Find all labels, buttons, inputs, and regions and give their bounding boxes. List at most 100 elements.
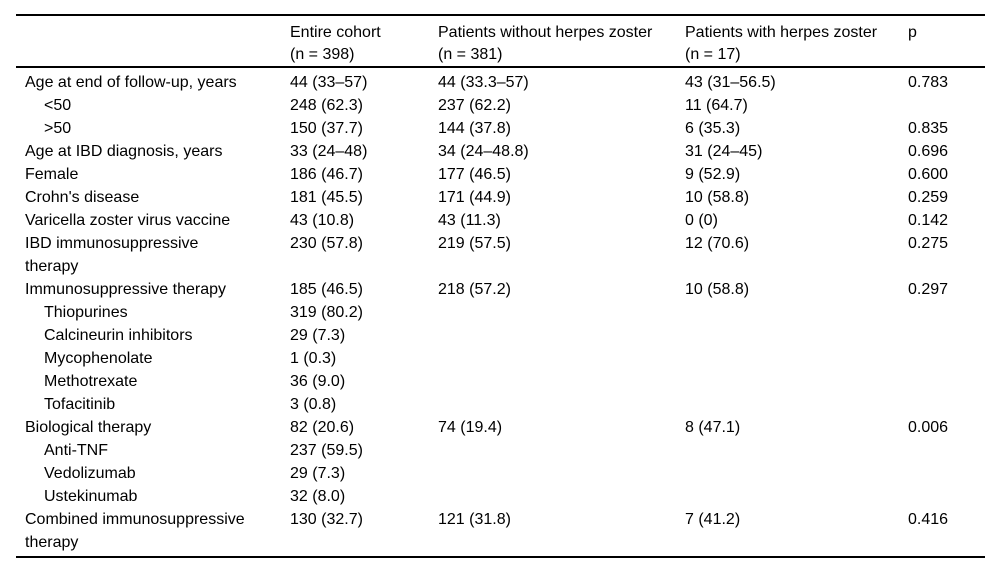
cell-value: 144 (37.8) — [438, 120, 511, 137]
header-p-value: p — [908, 15, 985, 68]
row-label: <50 — [44, 97, 72, 114]
cell-value: 10 (58.8) — [685, 281, 750, 298]
cell-value: 237 (62.2) — [438, 97, 511, 114]
cell-value: 0.696 — [908, 143, 949, 160]
table-row: Female 186 (46.7) 177 (46.5) 9 (52.9) 0.600 — [16, 163, 985, 186]
table-row: Vedolizumab 29 (7.3) — [16, 462, 985, 485]
cell-value: 8 (47.1) — [685, 419, 741, 436]
cell-value: 0.783 — [908, 74, 949, 91]
cell-value: 248 (62.3) — [290, 97, 363, 114]
cell-value — [685, 462, 908, 485]
cell-value — [908, 393, 985, 416]
cell-value: 3 (0.8) — [290, 396, 337, 413]
row-label: Varicella zoster virus vaccine — [25, 212, 231, 229]
cell-value: 34 (24–48.8) — [438, 143, 529, 160]
cell-value — [438, 485, 685, 508]
cell-value: 237 (59.5) — [290, 442, 363, 459]
row-label: >50 — [44, 120, 72, 137]
cell-value: 1 (0.3) — [290, 350, 337, 367]
cell-value: 0.835 — [908, 120, 949, 137]
cell-value: 185 (46.5) — [290, 281, 363, 298]
header-with-herpes-zoster: Patients with herpes zoster (n = 17) — [685, 15, 908, 68]
cell-value: 230 (57.8) — [290, 235, 363, 252]
table-row: Anti-TNF 237 (59.5) — [16, 439, 985, 462]
cell-value: 171 (44.9) — [438, 189, 511, 206]
cell-value: 0.297 — [908, 281, 949, 298]
cell-value — [908, 324, 985, 347]
cell-value: 181 (45.5) — [290, 189, 363, 206]
table-row: Thiopurines 319 (80.2) — [16, 301, 985, 324]
cell-value: 10 (58.8) — [685, 189, 750, 206]
cell-value: 9 (52.9) — [685, 166, 741, 183]
cell-value: 6 (35.3) — [685, 120, 741, 137]
cell-value: 0.600 — [908, 166, 949, 183]
row-label: Age at IBD diagnosis, years — [25, 143, 223, 160]
cell-value: 0 (0) — [685, 212, 718, 229]
cell-value — [438, 462, 685, 485]
row-label: Ustekinumab — [44, 488, 138, 505]
row-label: Tofacitinib — [44, 396, 116, 413]
cell-value — [908, 485, 985, 508]
table-row: <50 248 (62.3) 237 (62.2) 11 (64.7) — [16, 94, 985, 117]
cell-value — [438, 347, 685, 370]
row-label: Age at end of follow-up, years — [25, 74, 237, 91]
cell-value: 0.142 — [908, 212, 949, 229]
row-label: Combined immunosuppressive therapy — [25, 511, 245, 551]
table-row: Age at IBD diagnosis, years 33 (24–48) 34 … — [16, 140, 985, 163]
table-row: Immunosuppressive therapy 185 (46.5) 218 (… — [16, 278, 985, 301]
cell-value: 33 (24–48) — [290, 143, 368, 160]
cell-value: 219 (57.5) — [438, 235, 511, 252]
header-n: (n = 381) — [438, 46, 503, 63]
cell-value: 121 (31.8) — [438, 511, 511, 528]
table-row: Varicella zoster virus vaccine 43 (10.8) 4… — [16, 209, 985, 232]
cell-value: 44 (33.3–57) — [438, 74, 529, 91]
cell-value — [685, 370, 908, 393]
cell-value: 43 (10.8) — [290, 212, 355, 229]
header-row-label — [16, 15, 290, 68]
cell-value — [908, 462, 985, 485]
row-label: Methotrexate — [44, 373, 138, 390]
header-n: (n = 17) — [685, 46, 741, 63]
cell-value: 74 (19.4) — [438, 419, 503, 436]
table-row: >50 150 (37.7) 144 (37.8) 6 (35.3) 0.835 — [16, 117, 985, 140]
cell-value: 29 (7.3) — [290, 327, 346, 344]
cell-value: 150 (37.7) — [290, 120, 363, 137]
cell-value — [908, 439, 985, 462]
row-label: Calcineurin inhibitors — [44, 327, 193, 344]
cell-value: 0.416 — [908, 511, 949, 528]
cell-value — [908, 301, 985, 324]
cell-value: 36 (9.0) — [290, 373, 346, 390]
cell-value: 130 (32.7) — [290, 511, 363, 528]
cell-value: 82 (20.6) — [290, 419, 355, 436]
cell-value — [685, 439, 908, 462]
cell-value: 11 (64.7) — [685, 97, 748, 114]
header-n: (n = 398) — [290, 46, 355, 63]
cell-value: 32 (8.0) — [290, 488, 346, 505]
row-label: Female — [25, 166, 79, 183]
cell-value — [685, 485, 908, 508]
cell-value: 319 (80.2) — [290, 304, 363, 321]
cell-value: 7 (41.2) — [685, 511, 741, 528]
cell-value — [908, 94, 985, 117]
table-row: Age at end of follow-up, years 44 (33–57)… — [16, 67, 985, 94]
cell-value — [438, 301, 685, 324]
cell-value — [685, 301, 908, 324]
cell-value: 0.259 — [908, 189, 949, 206]
table-row: Tofacitinib 3 (0.8) — [16, 393, 985, 416]
row-label: Biological therapy — [25, 419, 152, 436]
cell-value — [685, 324, 908, 347]
cell-value: 177 (46.5) — [438, 166, 511, 183]
cell-value: 0.275 — [908, 235, 949, 252]
cell-value: 43 (11.3) — [438, 212, 501, 229]
table-body: Age at end of follow-up, years 44 (33–57)… — [16, 67, 985, 557]
table-row: IBD immunosuppressive therapy 230 (57.8) 2… — [16, 232, 985, 278]
header-title: Entire cohort — [290, 24, 381, 41]
row-label: Mycophenolate — [44, 350, 153, 367]
cell-value: 43 (31–56.5) — [685, 74, 776, 91]
row-label: Vedolizumab — [44, 465, 136, 482]
cell-value: 218 (57.2) — [438, 281, 511, 298]
cell-value — [908, 370, 985, 393]
header-without-herpes-zoster: Patients without herpes zoster (n = 381) — [438, 15, 685, 68]
cell-value — [438, 439, 685, 462]
cell-value: 29 (7.3) — [290, 465, 346, 482]
